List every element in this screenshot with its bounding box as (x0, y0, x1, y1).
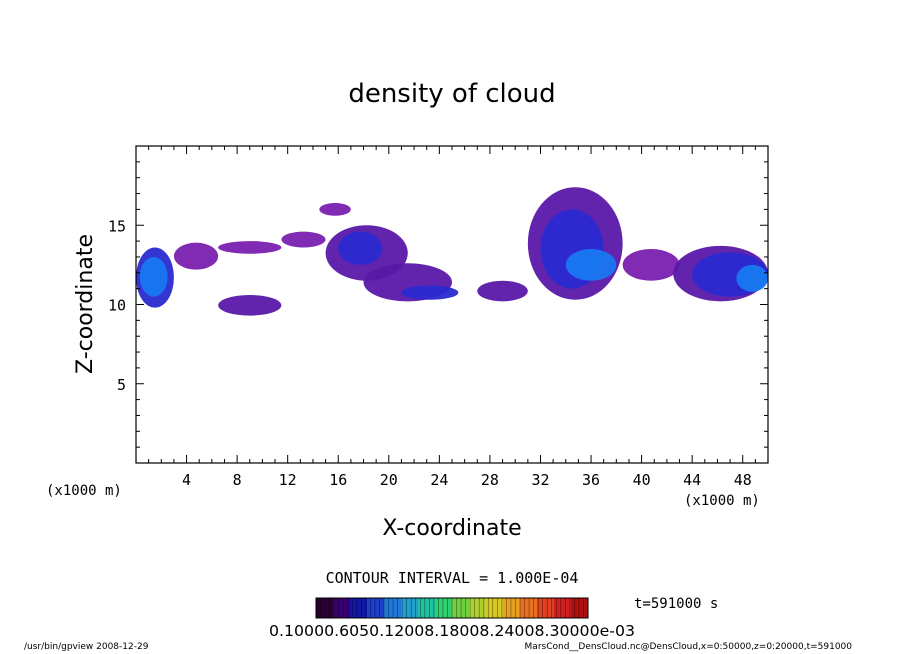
cloud-region-6 (338, 231, 383, 265)
x-unit-right: (x1000 m) (684, 493, 760, 509)
cloud-region-3 (218, 241, 282, 254)
cloud-field (136, 187, 768, 316)
cloud-region-4 (281, 231, 326, 248)
x-tick-label: 48 (734, 471, 752, 489)
colorbar-segment (554, 598, 572, 618)
y-tick-label: 5 (117, 376, 126, 394)
chart-title: density of cloud (348, 79, 555, 109)
x-tick-label: 20 (380, 471, 398, 489)
cloud-region-7 (319, 203, 351, 216)
x-unit-left: (x1000 m) (46, 483, 122, 499)
y-axis-label: Z-coordinate (73, 234, 98, 374)
x-tick-label: 40 (633, 471, 651, 489)
colorbar-segment (571, 598, 589, 618)
colorbar-segment (418, 598, 436, 618)
colorbar-segment (452, 598, 470, 618)
colorbar (316, 598, 589, 618)
cloud-region-2 (173, 242, 219, 270)
cloud-region-11 (477, 280, 528, 302)
colorbar-segment (537, 598, 555, 618)
x-tick-label: 4 (182, 471, 191, 489)
y-tick-label: 10 (108, 297, 126, 315)
cloud-region-18 (736, 264, 768, 292)
x-tick-label: 36 (582, 471, 600, 489)
colorbar-segment (435, 598, 453, 618)
colorbar-tick-labels: 0.10000.6050.12008.18008.24008.30000e-03 (269, 622, 635, 640)
colorbar-segment (367, 598, 385, 618)
cloud-region-14 (565, 249, 617, 281)
cloud-region-9 (401, 285, 459, 300)
colorbar-segment (333, 598, 351, 618)
x-tick-label: 28 (481, 471, 499, 489)
x-tick-label: 16 (329, 471, 347, 489)
colorbar-segment (384, 598, 402, 618)
cloud-region-1 (139, 256, 168, 297)
x-tick-label: 12 (279, 471, 297, 489)
y-tick-label: 15 (108, 217, 126, 235)
contour-interval-label: CONTOUR INTERVAL = 1.000E-04 (326, 569, 579, 587)
x-tick-label: 24 (430, 471, 448, 489)
colorbar-frame (315, 597, 589, 619)
x-tick-label: 32 (531, 471, 549, 489)
colorbar-segment (486, 598, 504, 618)
colorbar-segment (316, 598, 334, 618)
footer-right: MarsCond__DensCloud.nc@DensCloud,x=0:500… (524, 642, 852, 652)
footer-left: /usr/bin/gpview 2008-12-29 (24, 642, 149, 652)
time-label: t=591000 s (634, 596, 718, 612)
x-tick-label: 8 (233, 471, 242, 489)
colorbar-segment (520, 598, 538, 618)
cloud-region-10 (218, 294, 282, 316)
x-axis-label: X-coordinate (382, 516, 521, 541)
cloud-region-15 (622, 249, 680, 281)
colorbar-segment (503, 598, 521, 618)
colorbar-segment (401, 598, 419, 618)
colorbar-segment (350, 598, 368, 618)
x-tick-label: 44 (683, 471, 701, 489)
colorbar-segment (469, 598, 487, 618)
